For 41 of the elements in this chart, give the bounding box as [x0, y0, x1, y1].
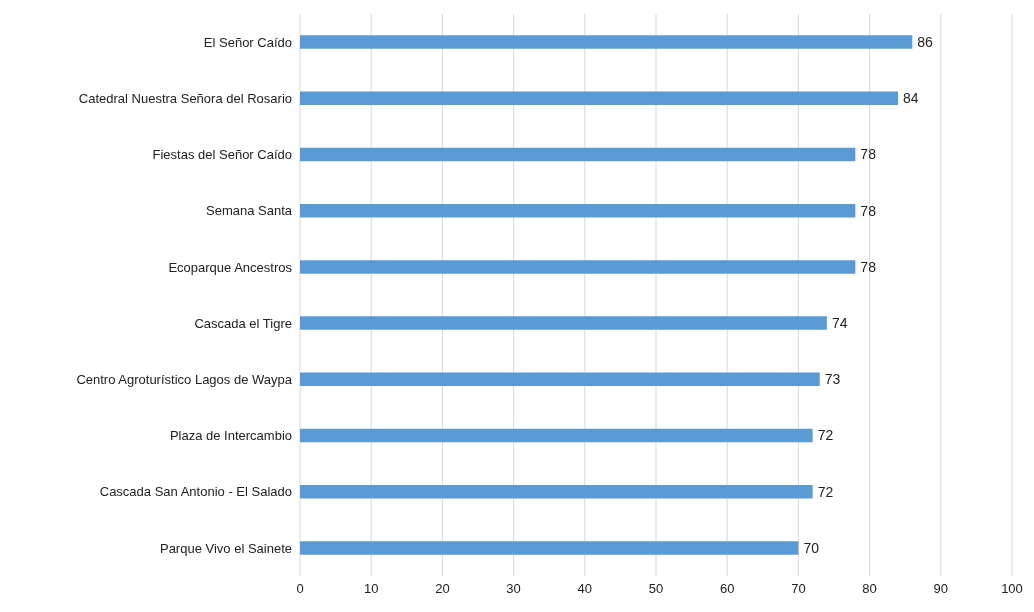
- x-tick-label: 40: [577, 581, 593, 597]
- y-tick-label: Fiestas del Señor Caído: [152, 147, 292, 163]
- bar: [300, 91, 899, 106]
- y-tick-label: Cascada el Tigre: [194, 315, 292, 331]
- data-label: 84: [903, 90, 919, 107]
- x-tick-label: 90: [933, 581, 949, 597]
- bar: [300, 484, 813, 499]
- data-label: 86: [917, 34, 934, 51]
- bar: [300, 260, 856, 274]
- x-tick-label: 60: [719, 581, 735, 597]
- x-tick-label: 30: [506, 581, 521, 597]
- x-tick-label: 50: [648, 581, 664, 597]
- y-tick-label: El Señor Caído: [203, 34, 292, 50]
- data-label: 78: [860, 146, 877, 163]
- bar: [300, 428, 813, 443]
- y-tick-label: Plaza de Intercambio: [169, 428, 292, 444]
- bar: [300, 203, 856, 218]
- y-tick-label: Parque Vivo el Sainete: [159, 540, 292, 556]
- data-label: 70: [803, 539, 820, 556]
- bar: [300, 147, 856, 162]
- x-tick-label: 10: [363, 581, 379, 597]
- bar: [300, 316, 827, 330]
- x-tick-label: 100: [1001, 581, 1023, 597]
- bar: [300, 541, 799, 555]
- x-tick-label: 70: [791, 581, 806, 597]
- bar: [300, 35, 913, 49]
- data-label: 78: [860, 202, 877, 219]
- data-label: 74: [831, 315, 848, 332]
- x-tick-label: 0: [296, 581, 304, 597]
- bar: [300, 372, 820, 387]
- y-tick-label: Cascada San Antonio - El Salado: [99, 484, 292, 500]
- x-tick-label: 20: [435, 581, 450, 597]
- data-label: 78: [860, 258, 877, 275]
- data-label: 73: [824, 371, 841, 388]
- data-label: 72: [817, 427, 834, 444]
- data-label: 72: [817, 483, 834, 500]
- y-tick-label: Semana Santa: [205, 203, 293, 219]
- x-tick-label: 80: [862, 581, 877, 597]
- y-tick-label: Catedral Nuestra Señora del Rosario: [78, 90, 292, 106]
- y-tick-label: Centro Agroturístico Lagos de Waypa: [76, 371, 293, 387]
- y-tick-label: Ecoparque Ancestros: [168, 259, 293, 275]
